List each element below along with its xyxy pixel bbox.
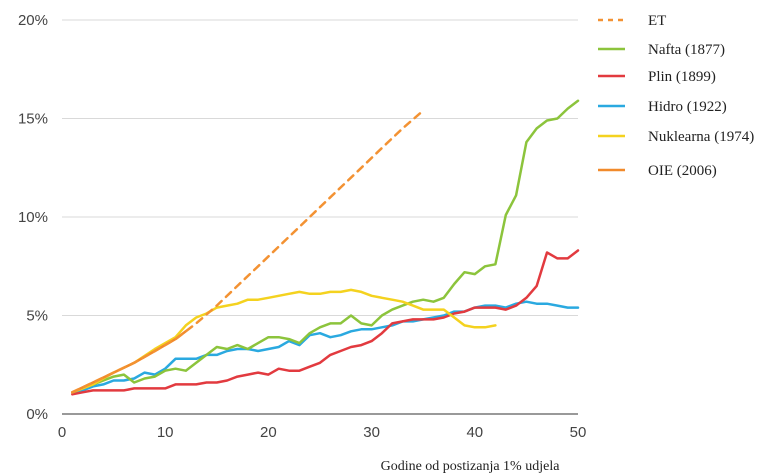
grid-lines [62,19,578,316]
legend-entry: Plin (1899) [648,69,716,85]
y-axis-ticks: 0% 5% 10% 15% 20% [18,12,48,423]
x-tick-label: 30 [363,424,380,441]
x-tick-label: 10 [157,424,174,441]
y-tick-label: 5% [26,308,48,325]
legend-entry: Nuklearna (1974) [648,129,754,145]
y-tick-label: 15% [18,111,48,128]
legend: ET Nafta (1877) Plin (1899) Hidro (1922) Nuk… [598,13,754,179]
y-tick-label: 20% [18,12,48,29]
x-tick-label: 40 [466,424,483,441]
plot-area [71,99,580,396]
x-axis-ticks: 0 10 20 30 40 50 [58,424,587,441]
series-line-2 [71,249,580,396]
x-tick-label: 20 [260,424,277,441]
series-line-3 [71,300,580,394]
legend-entry: ET [648,13,666,29]
x-tick-label: 0 [58,424,66,441]
y-tick-label: 0% [26,406,48,423]
x-axis-label: Godine od postizanja 1% udjela [381,459,561,474]
legend-entry: OIE (2006) [648,163,717,179]
series-line-0 [71,109,425,394]
legend-entry: Hidro (1922) [648,99,727,115]
x-tick-label: 50 [570,424,587,441]
legend-entry: Nafta (1877) [648,42,725,58]
y-tick-label: 10% [18,209,48,226]
series-line-1 [71,99,580,394]
series-line-4 [71,288,497,394]
